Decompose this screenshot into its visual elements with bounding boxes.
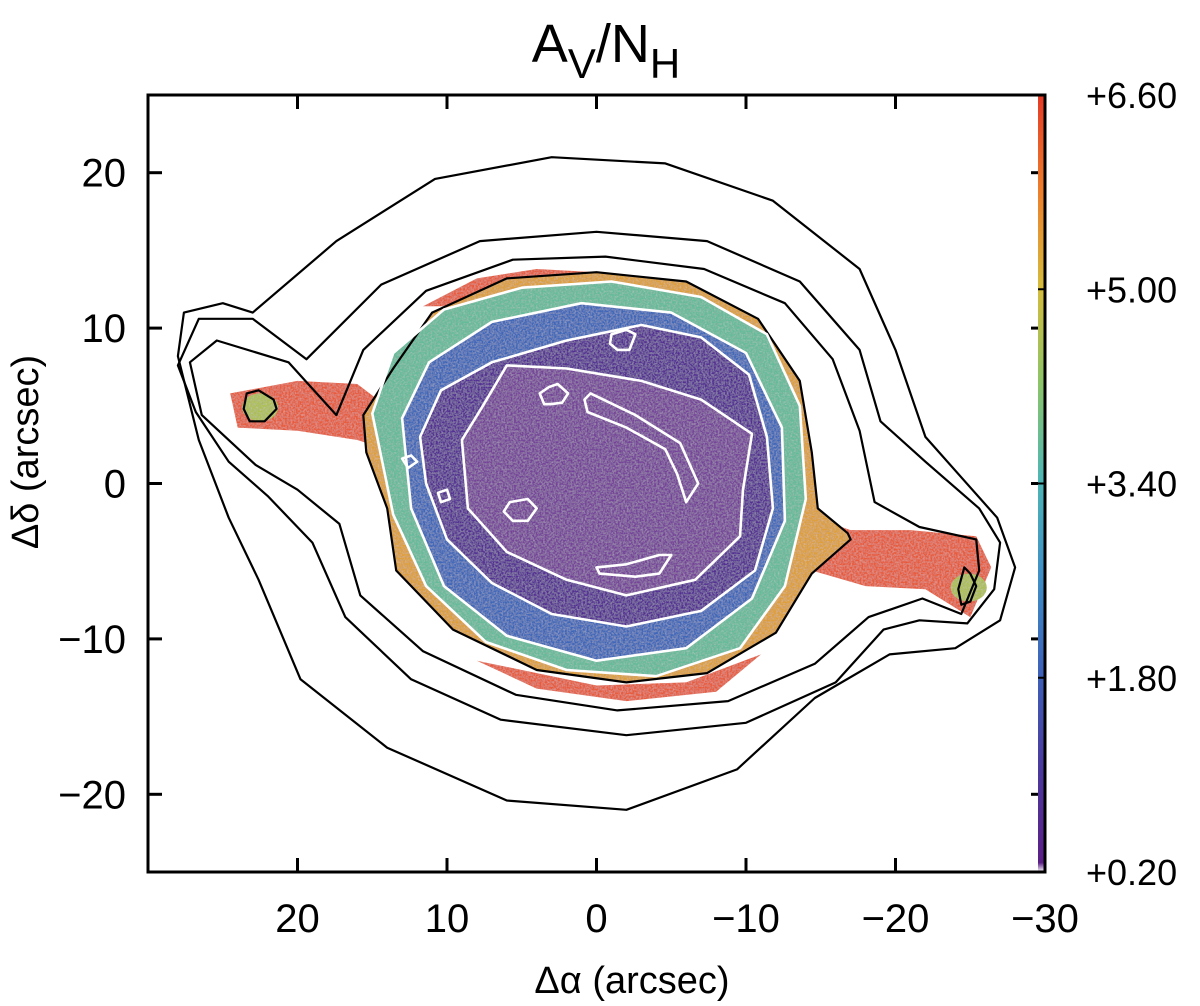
chart-title: AV/NH: [532, 14, 680, 87]
y-tick-label: 10: [82, 307, 127, 351]
white-contour-8: [595, 553, 673, 579]
white-contour-7: [608, 328, 637, 352]
white-contour-4: [460, 364, 754, 597]
white-contour-2: [400, 301, 787, 663]
y-tick-label: 20: [82, 152, 127, 196]
white-contour-5: [583, 392, 700, 504]
y-axis-label: Δδ (arcsec): [5, 355, 47, 549]
black-contour-1: [362, 271, 852, 684]
x-tick-label: 10: [425, 897, 470, 941]
x-axis-ticks: 20 10 0 −10 −20 −30: [275, 95, 1079, 941]
white-contour-9: [502, 497, 539, 523]
extinction-map: [230, 269, 992, 702]
y-tick-label: −10: [58, 618, 126, 662]
core-fill: [461, 365, 752, 596]
white-contour-10: [400, 454, 419, 470]
knot-fill: [242, 393, 279, 422]
black-contour-3: [176, 230, 1002, 737]
black-contour-4: [176, 156, 1017, 811]
jet-fill-2: [805, 514, 992, 618]
white-contour-3: [418, 323, 775, 628]
x-tick-label: −20: [862, 897, 930, 941]
colorbar-tick-label: +1.80: [1086, 658, 1177, 699]
white-contour-1: [370, 280, 808, 678]
colorbar-tick-label: +5.00: [1086, 269, 1177, 310]
y-tick-label: 0: [104, 463, 126, 507]
x-tick-label: 0: [585, 897, 607, 941]
white-contours: [370, 280, 808, 678]
x-axis-label: Δα (arcsec): [534, 960, 729, 1002]
x-tick-label: −30: [1011, 897, 1079, 941]
colorbar-ticks: +6.60 +5.00 +3.40 +1.80 +0.20: [1038, 75, 1177, 893]
colorbar-tick-label: +0.20: [1086, 852, 1177, 893]
black-contours: [176, 156, 1017, 811]
white-contour-6: [538, 382, 570, 406]
y-tick-label: −20: [58, 773, 126, 817]
colorbar-tick-label: +3.40: [1086, 464, 1177, 505]
black-contour-6: [957, 566, 978, 606]
white-contour-11: [436, 488, 452, 504]
colorbar-tick-label: +6.60: [1086, 75, 1177, 116]
black-contour-5: [242, 389, 278, 423]
x-tick-label: −10: [712, 897, 780, 941]
black-contour-2: [188, 255, 981, 712]
y-axis-ticks: 20 10 0 −10 −20: [58, 152, 1038, 817]
x-tick-label: 20: [275, 897, 320, 941]
jet-fill-3: [476, 654, 761, 702]
